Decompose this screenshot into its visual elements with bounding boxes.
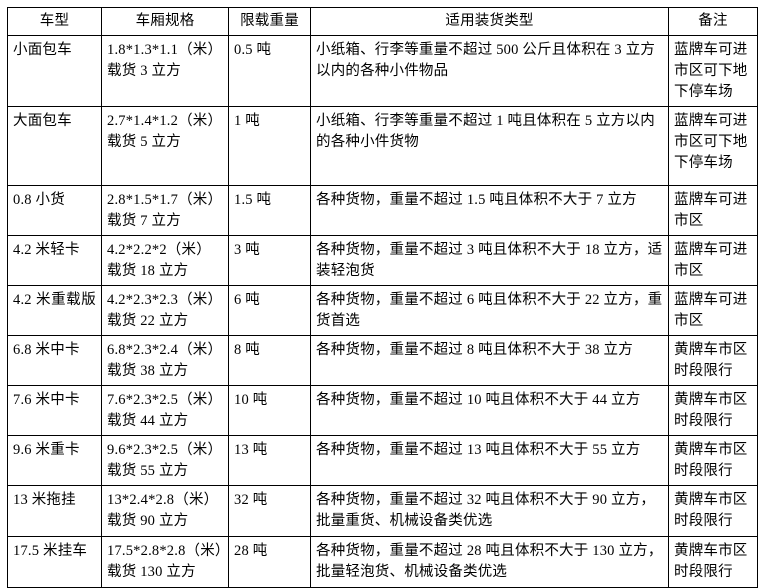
table-row: 17.5 米挂车 17.5*2.8*2.8（米） 载货 130 立方 28 吨 … [7,536,758,588]
spec-dimensions: 6.8*2.3*2.4（米） [107,342,223,358]
cell-remark: 黄牌车市区时段限行 [668,485,758,537]
cell-spec: 6.8*2.3*2.4（米） 载货 38 立方 [101,335,229,386]
cell-remark: 黄牌车市区时段限行 [668,435,758,486]
spec-dimensions: 7.6*2.3*2.5（米） [107,392,223,408]
spec-dimensions: 17.5*2.8*2.8（米） [107,543,229,559]
cell-cargo: 各种货物，重量不超过 10 吨且体积不大于 44 立方 [310,385,669,436]
spec-dimensions: 4.2*2.3*2.3（米） [107,292,223,308]
cell-capacity: 28 吨 [228,536,311,588]
spec-dimensions: 1.8*1.3*1.1（米） [107,42,223,58]
spec-volume: 载货 5 立方 [107,134,181,150]
cell-remark: 蓝牌车可进市区可下地下停车场 [668,35,758,107]
table-row: 4.2 米轻卡 4.2*2.2*2（米） 载货 18 立方 3 吨 各种货物，重… [7,235,758,286]
cell-model: 0.8 小货 [7,185,102,236]
table-row: 13 米拖挂 13*2.4*2.8（米） 载货 90 立方 32 吨 各种货物，… [7,485,758,537]
spec-volume: 载货 130 立方 [107,564,196,580]
cell-model: 9.6 米重卡 [7,435,102,486]
cell-capacity: 8 吨 [228,335,311,386]
cell-capacity: 1 吨 [228,106,311,186]
cell-remark: 黄牌车市区时段限行 [668,536,758,588]
table-header: 车型 车厢规格 限载重量 适用装货类型 备注 [7,7,758,36]
column-header-model: 车型 [7,7,102,36]
column-header-spec: 车厢规格 [101,7,229,36]
cell-capacity: 1.5 吨 [228,185,311,236]
cell-spec: 4.2*2.2*2（米） 载货 18 立方 [101,235,229,286]
spec-volume: 载货 18 立方 [107,263,189,279]
spec-dimensions: 13*2.4*2.8（米） [107,492,219,508]
spec-dimensions: 9.6*2.3*2.5（米） [107,442,223,458]
cell-model: 4.2 米轻卡 [7,235,102,286]
cell-spec: 2.8*1.5*1.7（米） 载货 7 立方 [101,185,229,236]
table-row: 9.6 米重卡 9.6*2.3*2.5（米） 载货 55 立方 13 吨 各种货… [7,435,758,486]
page-root: 车型 车厢规格 限载重量 适用装货类型 备注 小面包车 1.8*1.3*1.1（… [7,7,758,588]
cell-cargo: 各种货物，重量不超过 1.5 吨且体积不大于 7 立方 [310,185,669,236]
cell-capacity: 13 吨 [228,435,311,486]
cell-cargo: 各种货物，重量不超过 3 吨且体积不大于 18 立方，适装轻泡货 [310,235,669,286]
table-row: 6.8 米中卡 6.8*2.3*2.4（米） 载货 38 立方 8 吨 各种货物… [7,335,758,386]
cell-model: 大面包车 [7,106,102,186]
cell-remark: 蓝牌车可进市区可下地下停车场 [668,106,758,186]
spec-volume: 载货 55 立方 [107,463,189,479]
cell-model: 13 米拖挂 [7,485,102,537]
cell-remark: 蓝牌车可进市区 [668,285,758,336]
table-row: 小面包车 1.8*1.3*1.1（米） 载货 3 立方 0.5 吨 小纸箱、行李… [7,35,758,107]
cell-cargo: 小纸箱、行李等重量不超过 500 公斤且体积在 3 立方以内的各种小件物品 [310,35,669,107]
cell-spec: 9.6*2.3*2.5（米） 载货 55 立方 [101,435,229,486]
cell-remark: 黄牌车市区时段限行 [668,335,758,386]
spec-volume: 载货 38 立方 [107,363,189,379]
cell-remark: 蓝牌车可进市区 [668,185,758,236]
cell-remark: 黄牌车市区时段限行 [668,385,758,436]
table-row: 7.6 米中卡 7.6*2.3*2.5（米） 载货 44 立方 10 吨 各种货… [7,385,758,436]
spec-volume: 载货 22 立方 [107,313,189,329]
cell-cargo: 各种货物，重量不超过 6 吨且体积不大于 22 立方，重货首选 [310,285,669,336]
cell-spec: 1.8*1.3*1.1（米） 载货 3 立方 [101,35,229,107]
cell-spec: 13*2.4*2.8（米） 载货 90 立方 [101,485,229,537]
cell-spec: 4.2*2.3*2.3（米） 载货 22 立方 [101,285,229,336]
cell-model: 7.6 米中卡 [7,385,102,436]
cell-capacity: 32 吨 [228,485,311,537]
spec-volume: 载货 7 立方 [107,213,181,229]
spec-dimensions: 4.2*2.2*2（米） [107,242,211,258]
cell-spec: 2.7*1.4*1.2（米） 载货 5 立方 [101,106,229,186]
table-body: 小面包车 1.8*1.3*1.1（米） 载货 3 立方 0.5 吨 小纸箱、行李… [7,35,758,588]
cell-cargo: 各种货物，重量不超过 28 吨且体积不大于 130 立方，批量轻泡货、机械设备类… [310,536,669,588]
cell-model: 17.5 米挂车 [7,536,102,588]
cell-capacity: 0.5 吨 [228,35,311,107]
cell-cargo: 各种货物，重量不超过 8 吨且体积不大于 38 立方 [310,335,669,386]
cell-model: 6.8 米中卡 [7,335,102,386]
column-header-capacity: 限载重量 [228,7,311,36]
cell-capacity: 10 吨 [228,385,311,436]
vehicle-spec-table: 车型 车厢规格 限载重量 适用装货类型 备注 小面包车 1.8*1.3*1.1（… [7,7,758,588]
table-row: 4.2 米重载版 4.2*2.3*2.3（米） 载货 22 立方 6 吨 各种货… [7,285,758,336]
table-row: 大面包车 2.7*1.4*1.2（米） 载货 5 立方 1 吨 小纸箱、行李等重… [7,106,758,186]
cell-capacity: 6 吨 [228,285,311,336]
cell-spec: 7.6*2.3*2.5（米） 载货 44 立方 [101,385,229,436]
spec-volume: 载货 44 立方 [107,413,189,429]
cell-remark: 蓝牌车可进市区 [668,235,758,286]
cell-cargo: 各种货物，重量不超过 32 吨且体积不大于 90 立方，批量重货、机械设备类优选 [310,485,669,537]
column-header-cargo: 适用装货类型 [310,7,669,36]
cell-capacity: 3 吨 [228,235,311,286]
spec-dimensions: 2.7*1.4*1.2（米） [107,113,223,129]
table-header-row: 车型 车厢规格 限载重量 适用装货类型 备注 [7,7,758,36]
cell-spec: 17.5*2.8*2.8（米） 载货 130 立方 [101,536,229,588]
cell-model: 4.2 米重载版 [7,285,102,336]
cell-cargo: 小纸箱、行李等重量不超过 1 吨且体积在 5 立方以内的各种小件货物 [310,106,669,186]
spec-dimensions: 2.8*1.5*1.7（米） [107,192,223,208]
cell-model: 小面包车 [7,35,102,107]
spec-volume: 载货 90 立方 [107,513,189,529]
cell-cargo: 各种货物，重量不超过 13 吨且体积不大于 55 立方 [310,435,669,486]
table-row: 0.8 小货 2.8*1.5*1.7（米） 载货 7 立方 1.5 吨 各种货物… [7,185,758,236]
spec-volume: 载货 3 立方 [107,63,181,79]
column-header-remark: 备注 [668,7,758,36]
